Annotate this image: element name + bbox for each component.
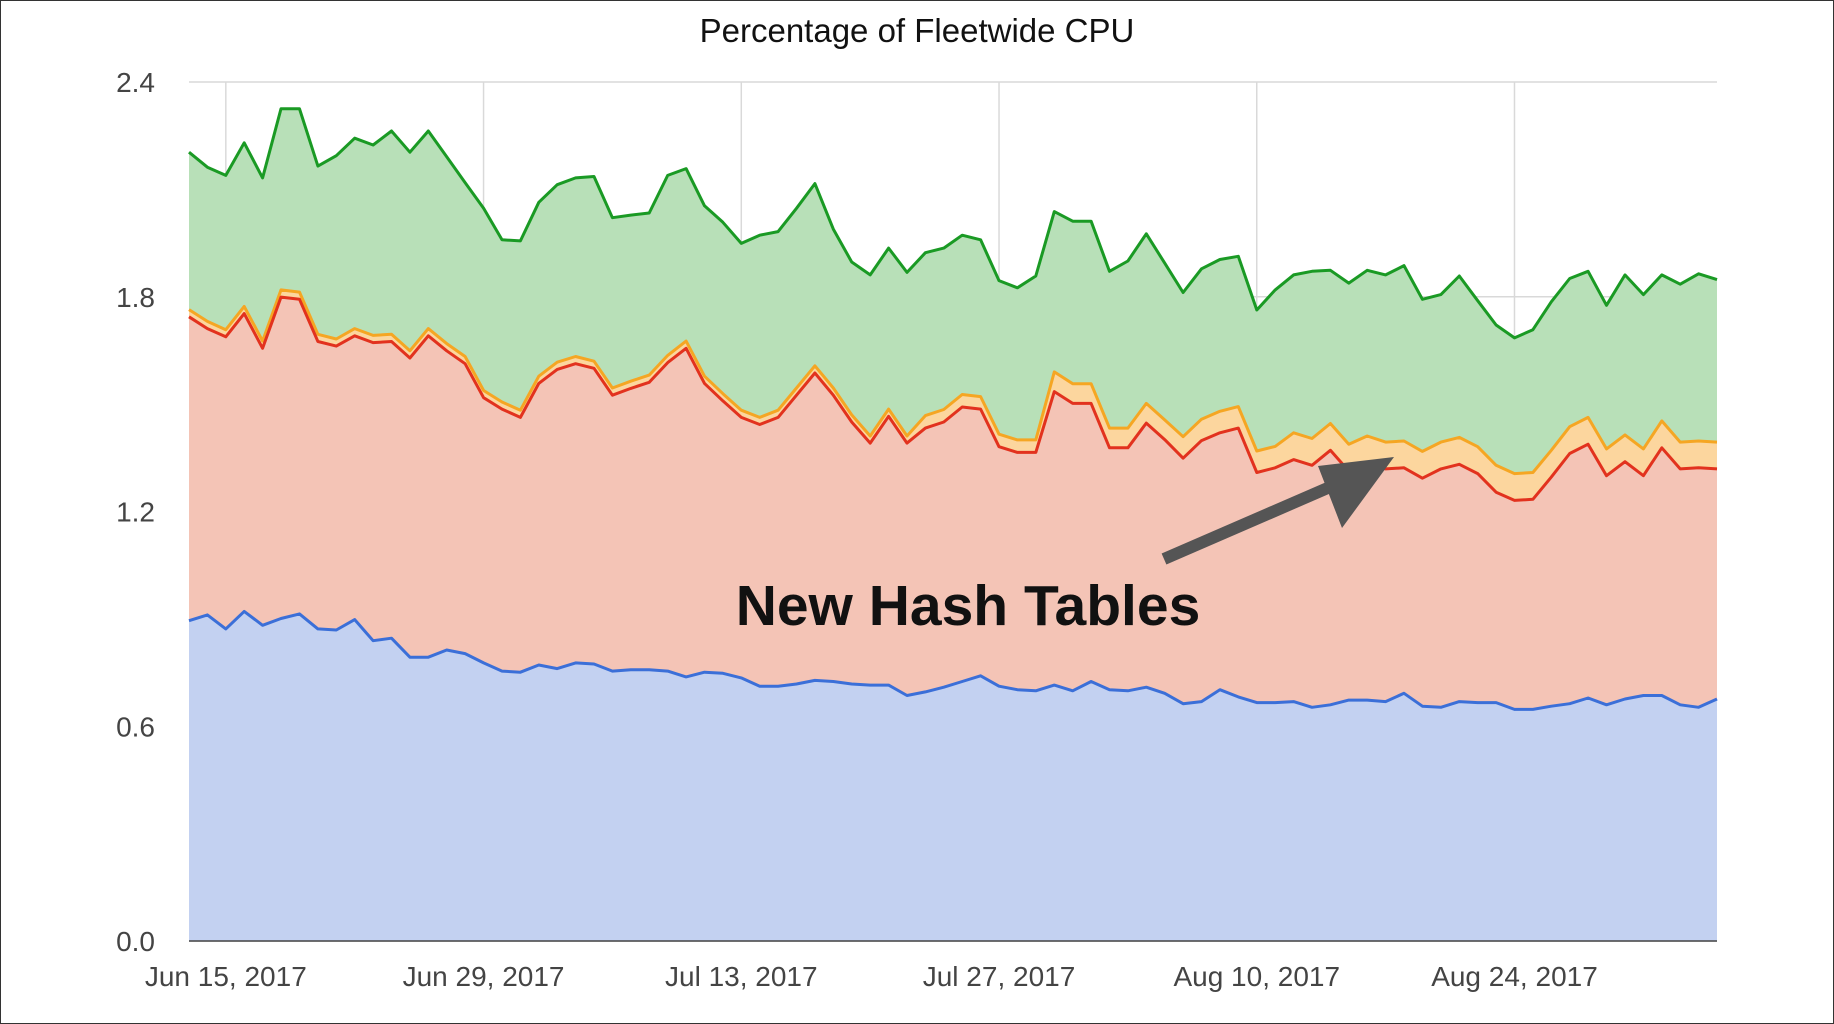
- annotation: New Hash Tables: [736, 457, 1394, 638]
- series-3-area: [189, 611, 1717, 941]
- x-tick-label: Jun 15, 2017: [145, 961, 307, 992]
- annotation-arrow-shaft: [1161, 481, 1333, 565]
- area-series: [188, 107, 1718, 942]
- x-tick-label: Aug 10, 2017: [1173, 961, 1340, 992]
- series-3-line: [188, 609, 1718, 711]
- y-tick-label: 0.6: [116, 711, 155, 742]
- axes: 0.0 0.6 1.2 1.8 2.4 Jun 15, 2017 Jun 29, 2017 J…: [116, 67, 1717, 992]
- annotation-arrow-head: [1318, 457, 1394, 528]
- annotation-label: New Hash Tables: [736, 574, 1201, 638]
- y-tick-label: 0.0: [116, 926, 155, 957]
- x-tick-label: Jul 13, 2017: [665, 961, 818, 992]
- series-1-line: [188, 288, 1718, 476]
- x-tick-label: Jun 29, 2017: [403, 961, 565, 992]
- x-tick-label: Aug 24, 2017: [1431, 961, 1598, 992]
- chart-title: Percentage of Fleetwide CPU: [699, 12, 1135, 49]
- y-tick-label: 2.4: [116, 67, 155, 98]
- series-2-line: [188, 295, 1718, 502]
- y-tick-label: 1.8: [116, 282, 155, 313]
- y-tick-label: 1.2: [116, 497, 155, 528]
- series-0-line: [188, 107, 1718, 340]
- x-tick-label: Jul 27, 2017: [923, 961, 1076, 992]
